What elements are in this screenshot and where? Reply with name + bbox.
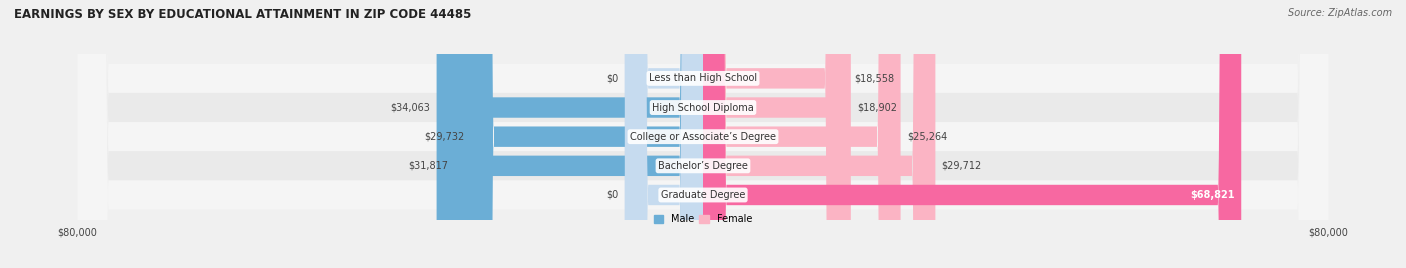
Text: High School Diploma: High School Diploma: [652, 103, 754, 113]
FancyBboxPatch shape: [703, 0, 848, 268]
Text: $0: $0: [606, 190, 619, 200]
FancyBboxPatch shape: [703, 0, 901, 268]
Text: $29,712: $29,712: [942, 161, 981, 171]
FancyBboxPatch shape: [703, 0, 1241, 268]
FancyBboxPatch shape: [77, 0, 1329, 268]
Text: Graduate Degree: Graduate Degree: [661, 190, 745, 200]
Text: $18,558: $18,558: [855, 73, 894, 83]
FancyBboxPatch shape: [77, 0, 1329, 268]
Text: Source: ZipAtlas.com: Source: ZipAtlas.com: [1288, 8, 1392, 18]
Text: $31,817: $31,817: [408, 161, 449, 171]
Text: $25,264: $25,264: [907, 132, 948, 142]
Text: $68,821: $68,821: [1191, 190, 1234, 200]
Legend: Male, Female: Male, Female: [650, 210, 756, 228]
FancyBboxPatch shape: [77, 0, 1329, 268]
Text: Less than High School: Less than High School: [650, 73, 756, 83]
FancyBboxPatch shape: [77, 0, 1329, 268]
Text: College or Associate’s Degree: College or Associate’s Degree: [630, 132, 776, 142]
Text: $0: $0: [606, 73, 619, 83]
FancyBboxPatch shape: [437, 0, 703, 268]
Text: $29,732: $29,732: [425, 132, 464, 142]
FancyBboxPatch shape: [454, 0, 703, 268]
Text: $34,063: $34,063: [391, 103, 430, 113]
Text: $18,902: $18,902: [858, 103, 897, 113]
FancyBboxPatch shape: [703, 0, 935, 268]
FancyBboxPatch shape: [471, 0, 703, 268]
FancyBboxPatch shape: [77, 0, 1329, 268]
FancyBboxPatch shape: [703, 0, 851, 268]
FancyBboxPatch shape: [624, 0, 703, 268]
Text: EARNINGS BY SEX BY EDUCATIONAL ATTAINMENT IN ZIP CODE 44485: EARNINGS BY SEX BY EDUCATIONAL ATTAINMEN…: [14, 8, 471, 21]
FancyBboxPatch shape: [624, 0, 703, 268]
Text: Bachelor’s Degree: Bachelor’s Degree: [658, 161, 748, 171]
